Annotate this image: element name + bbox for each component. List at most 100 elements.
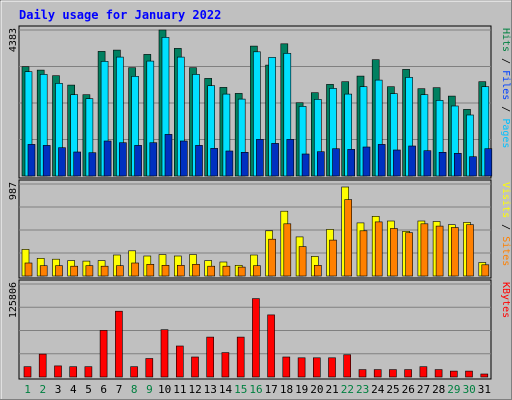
bar-sites-30 — [466, 224, 474, 277]
bar-pages-13 — [210, 148, 218, 177]
bar-sites-21 — [329, 239, 337, 277]
bar-kbytes-26 — [404, 369, 412, 378]
bar-kbytes-20 — [312, 357, 321, 378]
legend-part-2: Files — [500, 70, 511, 100]
bar-kbytes-8 — [130, 366, 138, 378]
bar-pages-19 — [301, 153, 310, 177]
bar-kbytes-15 — [236, 336, 245, 378]
bar-kbytes-5 — [84, 366, 93, 378]
bar-kbytes-3 — [54, 365, 62, 378]
x-tick-label-20: 20 — [310, 383, 323, 396]
legend-part-1: / — [500, 52, 511, 70]
panel-top-max-label: 4383 — [8, 28, 19, 52]
bar-sites-12 — [192, 263, 200, 277]
bar-sites-14 — [222, 265, 231, 277]
bar-kbytes-13 — [206, 336, 214, 378]
x-tick-label-30: 30 — [463, 383, 476, 396]
bar-pages-18 — [286, 139, 295, 177]
x-tick-label-16: 16 — [249, 383, 262, 396]
bar-sites-11 — [177, 264, 185, 277]
x-tick-label-23: 23 — [356, 383, 369, 396]
bar-kbytes-12 — [191, 356, 199, 378]
bar-kbytes-14 — [221, 352, 230, 378]
bar-pages-23 — [362, 146, 371, 177]
x-tick-label-4: 4 — [70, 383, 77, 396]
bar-sites-25 — [390, 228, 398, 277]
bar-sites-13 — [207, 265, 215, 277]
x-tick-label-10: 10 — [158, 383, 171, 396]
x-tick-label-27: 27 — [417, 383, 430, 396]
bar-kbytes-31 — [480, 373, 489, 378]
x-tick-label-29: 29 — [447, 383, 460, 396]
x-tick-label-9: 9 — [146, 383, 153, 396]
panel-bottom: 125806 KBytes — [8, 279, 511, 380]
bar-pages-31 — [484, 148, 493, 177]
bar-kbytes-29 — [449, 370, 458, 378]
bar-sites-16 — [253, 265, 261, 277]
panel-middle: 987 Visits / Sites — [8, 179, 511, 279]
bar-kbytes-28 — [434, 369, 443, 378]
chart-title: Daily usage for January 2022 — [19, 8, 221, 22]
bar-kbytes-9 — [145, 358, 154, 378]
bar-pages-24 — [377, 144, 386, 177]
x-tick-label-21: 21 — [325, 383, 338, 396]
bar-pages-17 — [271, 143, 279, 177]
x-tick-label-7: 7 — [116, 383, 123, 396]
bar-pages-12 — [195, 145, 203, 177]
panel-middle-legend-label: Visits / Sites — [500, 182, 511, 266]
x-tick-label-18: 18 — [280, 383, 293, 396]
legend-part-2: Sites — [500, 236, 511, 266]
bar-kbytes-17 — [267, 314, 275, 378]
bar-sites-28 — [435, 225, 444, 277]
x-tick-label-19: 19 — [295, 383, 308, 396]
x-tick-label-17: 17 — [265, 383, 278, 396]
bar-pages-4 — [73, 151, 81, 177]
bar-kbytes-22 — [343, 354, 352, 378]
x-tick-label-24: 24 — [371, 383, 385, 396]
bar-pages-15 — [240, 152, 249, 177]
panel-top: 4383 Hits / Files / Pages — [8, 25, 511, 179]
bar-sites-31 — [481, 264, 490, 277]
bar-pages-6 — [103, 140, 112, 177]
x-tick-label-5: 5 — [85, 383, 92, 396]
bar-pages-26 — [408, 145, 416, 177]
bar-sites-23 — [359, 230, 368, 277]
x-axis-labels: 1 2 3 4 5 6 7 8 9 10 11 12 13 14 15 16 17 18 19 20 21 22 23 24 2… — [24, 383, 491, 396]
bar-kbytes-27 — [419, 366, 428, 378]
bar-pages-28 — [438, 152, 447, 177]
bar-kbytes-30 — [465, 370, 473, 378]
chart-panels: 4383 Hits / Files / Pages 987 Visits / Site… — [8, 25, 511, 380]
bar-pages-14 — [225, 150, 234, 177]
bar-sites-10 — [161, 264, 170, 277]
bar-pages-5 — [88, 152, 97, 177]
bar-kbytes-1 — [23, 366, 32, 378]
bar-kbytes-11 — [176, 345, 184, 378]
x-tick-label-14: 14 — [219, 383, 233, 396]
bar-pages-20 — [316, 151, 325, 177]
bar-sites-15 — [237, 266, 246, 277]
bar-kbytes-19 — [297, 357, 306, 378]
bar-sites-6 — [100, 265, 109, 277]
x-tick-label-6: 6 — [100, 383, 107, 396]
bar-sites-4 — [70, 265, 78, 277]
legend-part-4: Pages — [500, 118, 511, 148]
bar-sites-1 — [24, 262, 33, 277]
bar-kbytes-7 — [115, 310, 123, 378]
bar-sites-29 — [450, 227, 459, 277]
bar-pages-16 — [256, 139, 264, 177]
bar-pages-2 — [42, 145, 51, 177]
x-tick-label-15: 15 — [234, 383, 247, 396]
bar-pages-27 — [423, 150, 432, 177]
bar-sites-19 — [298, 246, 307, 277]
bar-pages-21 — [332, 148, 340, 177]
bar-kbytes-6 — [99, 330, 108, 378]
bar-sites-2 — [39, 265, 48, 277]
x-tick-label-26: 26 — [402, 383, 415, 396]
bar-kbytes-25 — [389, 369, 397, 378]
bar-pages-11 — [180, 140, 188, 177]
x-tick-label-8: 8 — [131, 383, 138, 396]
panel-middle-max-label: 987 — [8, 182, 19, 200]
x-tick-label-25: 25 — [386, 383, 399, 396]
bar-pages-3 — [58, 147, 66, 177]
